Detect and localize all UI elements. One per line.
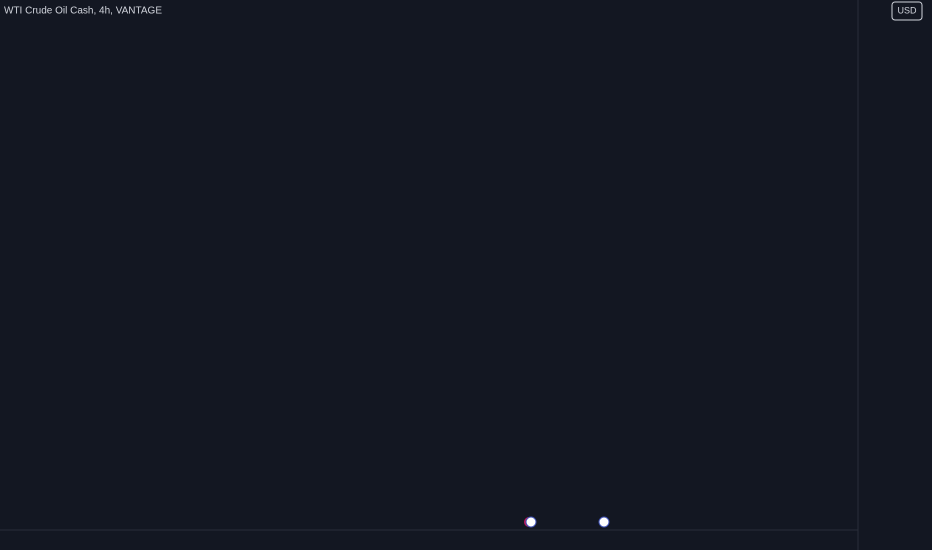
currency-button[interactable] [891,1,923,21]
event-flag[interactable] [525,516,537,528]
chart-title: WTI Crude Oil Cash, 4h, VANTAGE [4,6,162,17]
event-flag[interactable] [598,516,610,528]
currency-label[interactable]: USD [897,5,917,15]
